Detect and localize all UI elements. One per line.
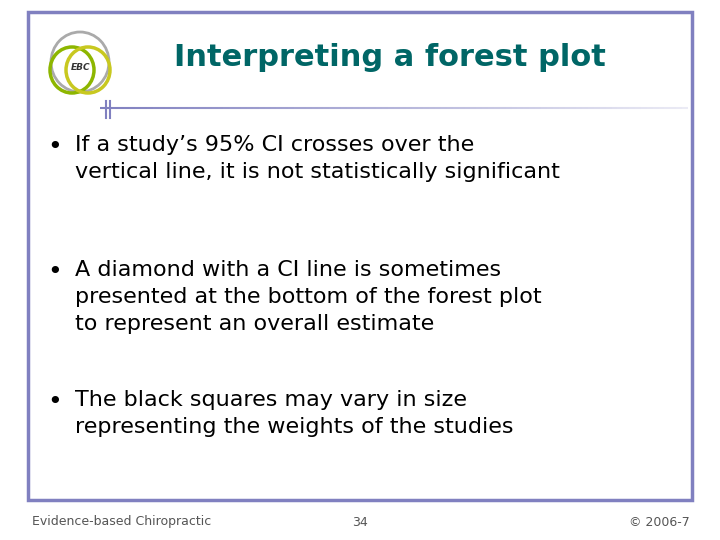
Text: Evidence-based Chiropractic: Evidence-based Chiropractic [32,516,211,529]
Text: •: • [48,390,63,414]
Text: EBC: EBC [71,64,91,72]
Text: A diamond with a CI line is sometimes
presented at the bottom of the forest plot: A diamond with a CI line is sometimes pr… [75,260,541,334]
Text: If a study’s 95% CI crosses over the
vertical line, it is not statistically sign: If a study’s 95% CI crosses over the ver… [75,135,560,182]
Text: •: • [48,260,63,284]
Text: © 2006-7: © 2006-7 [629,516,690,529]
Text: Interpreting a forest plot: Interpreting a forest plot [174,44,606,72]
Text: •: • [48,135,63,159]
Text: 34: 34 [352,516,368,529]
Text: The black squares may vary in size
representing the weights of the studies: The black squares may vary in size repre… [75,390,513,437]
